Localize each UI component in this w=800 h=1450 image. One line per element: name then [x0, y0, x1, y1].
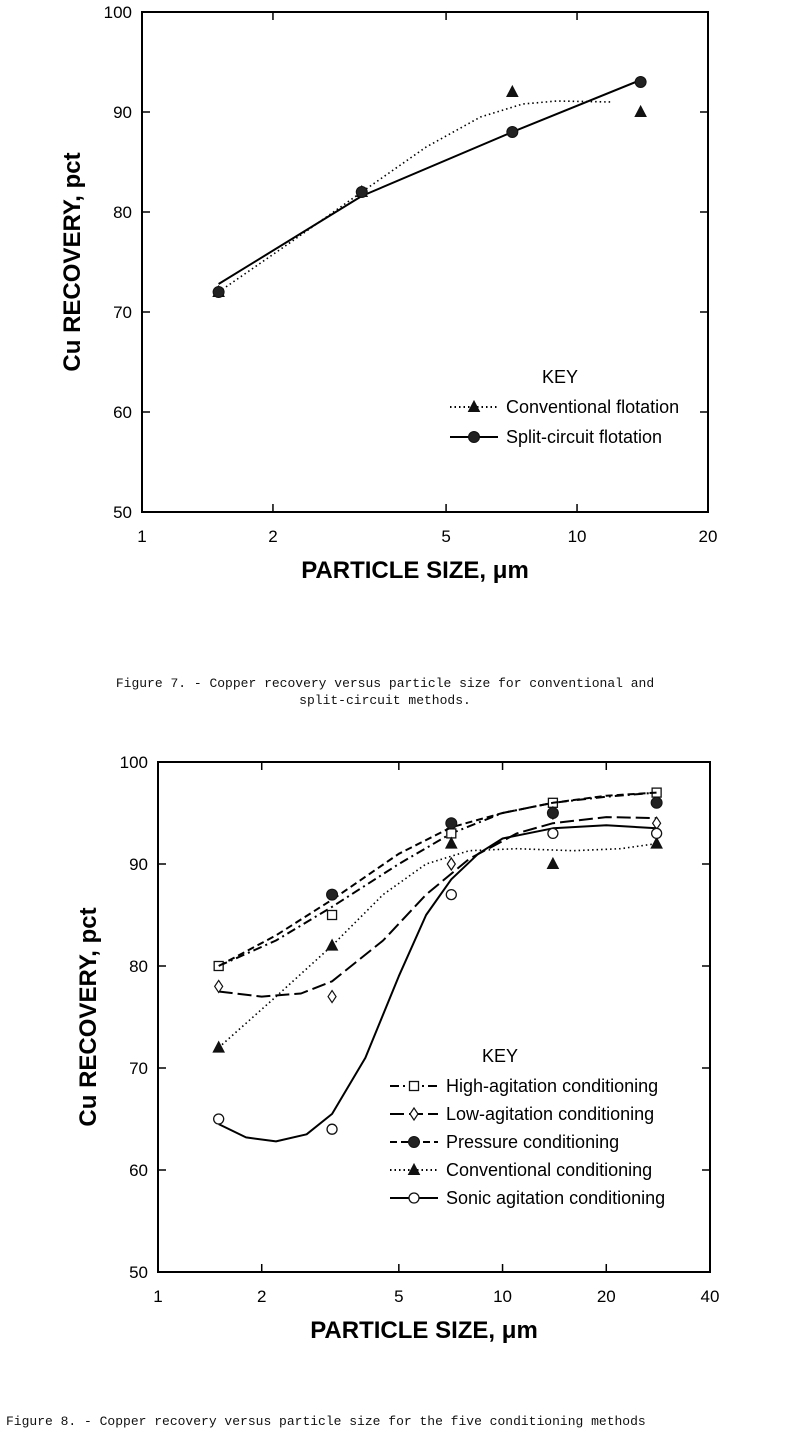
series	[218, 791, 663, 967]
legend-title: KEY	[542, 367, 578, 387]
legend-marker	[409, 1106, 419, 1122]
data-point	[546, 856, 560, 869]
y-tick-label: 60	[113, 403, 132, 422]
legend-marker	[408, 1192, 420, 1204]
series	[213, 787, 662, 972]
series-line	[218, 791, 657, 967]
x-tick-label: 5	[394, 1287, 403, 1306]
data-point	[326, 888, 339, 901]
data-point	[650, 836, 663, 849]
data-point	[325, 938, 339, 951]
legend-marker	[408, 1136, 420, 1148]
series	[212, 84, 647, 297]
y-tick-label: 70	[129, 1059, 148, 1078]
x-tick-label: 20	[597, 1287, 616, 1306]
legend-item-label: Split-circuit flotation	[506, 427, 662, 447]
data-point	[326, 1123, 338, 1135]
figure-8-caption: Figure 8. - Copper recovery versus parti…	[6, 1414, 646, 1429]
y-tick-label: 100	[104, 3, 132, 22]
data-point	[212, 286, 225, 298]
series	[213, 824, 663, 1143]
data-point	[650, 796, 663, 809]
legend-marker	[468, 431, 480, 443]
x-tick-label: 40	[701, 1287, 720, 1306]
x-axis-label: PARTICLE SIZE, μm	[301, 557, 529, 584]
series-line	[218, 100, 612, 293]
y-tick-label: 90	[129, 855, 148, 874]
data-point	[327, 989, 337, 1004]
data-point	[506, 126, 519, 138]
data-point	[634, 76, 647, 88]
y-tick-label: 70	[113, 303, 132, 322]
y-tick-label: 80	[129, 957, 148, 976]
data-point	[547, 827, 559, 840]
legend-item-label: Pressure conditioning	[446, 1132, 619, 1152]
plot-area: 50 60 70 80 90 100 1 2 5 10 20 PARTICLE SIZE, μm Cu …	[59, 3, 717, 584]
data-point	[213, 960, 224, 972]
y-tick-label: 50	[129, 1263, 148, 1282]
data-point	[650, 827, 663, 840]
legend-marker	[407, 1162, 421, 1175]
legend-item-label: Conventional conditioning	[446, 1160, 652, 1180]
y-axis-label: Cu RECOVERY, pct	[75, 907, 102, 1126]
legend-item-label: Conventional flotation	[506, 397, 679, 417]
y-tick-label: 60	[129, 1161, 148, 1180]
legend-item-label: High-agitation conditioning	[446, 1076, 658, 1096]
plot-frame	[157, 761, 711, 1273]
series-line	[218, 816, 657, 998]
x-axis-label: PARTICLE SIZE, μm	[310, 1317, 538, 1344]
x-tick-label: 2	[268, 527, 277, 546]
chart-figure-7: 50 60 70 80 90 100 1 2 5 10 20 PARTICLE SIZE, μm Cu …	[59, 3, 717, 584]
series	[213, 805, 662, 1004]
legend: KEY High-agitation conditioning Low-agitat…	[390, 1046, 665, 1208]
series-line	[218, 842, 657, 1049]
figure-7-caption-line2: split-circuit methods.	[299, 693, 471, 708]
series-line	[218, 824, 657, 1143]
series	[212, 836, 663, 1053]
legend-item-label: Sonic agitation conditioning	[446, 1188, 665, 1208]
x-tick-label: 10	[568, 527, 587, 546]
plot-frame	[141, 11, 709, 513]
legend-marker	[408, 1080, 420, 1092]
data-point	[213, 1113, 225, 1125]
data-point	[212, 1040, 225, 1053]
x-tick-label: 2	[257, 1287, 266, 1306]
x-tick-label: 20	[699, 527, 718, 546]
data-point	[445, 888, 457, 901]
figure-7-caption-line1: Figure 7. - Copper recovery versus parti…	[115, 676, 655, 691]
legend-title: KEY	[482, 1046, 518, 1066]
data-point	[355, 186, 368, 198]
legend-item-label: Low-agitation conditioning	[446, 1104, 654, 1124]
data-point	[546, 807, 559, 819]
data-point	[444, 836, 458, 849]
y-axis-label: Cu RECOVERY, pct	[59, 152, 86, 371]
data-point	[446, 856, 457, 872]
plot-area: 50 60 70 80 90 100 1 2 5 10 20 40 PARTICLE SIZE, μm C…	[75, 753, 719, 1344]
x-tick-label: 5	[441, 527, 450, 546]
x-tick-label: 1	[137, 527, 146, 546]
y-tick-label: 80	[113, 203, 132, 222]
chart-figure-8: 50 60 70 80 90 100 1 2 5 10 20 40 PARTICLE SIZE, μm C…	[75, 753, 719, 1344]
data-point	[213, 979, 224, 994]
data-point	[445, 817, 458, 830]
data-point	[506, 84, 519, 97]
legend-marker	[467, 399, 481, 412]
y-tick-label: 90	[113, 103, 132, 122]
data-point	[634, 104, 647, 117]
y-tick-label: 50	[113, 503, 132, 522]
x-tick-label: 10	[493, 1287, 512, 1306]
y-tick-label: 100	[120, 753, 148, 772]
series-line	[218, 79, 641, 285]
series	[212, 76, 647, 298]
x-tick-label: 1	[153, 1287, 162, 1306]
legend: KEY Conventional flotation Split-circuit f…	[450, 367, 679, 447]
data-point	[326, 909, 338, 921]
